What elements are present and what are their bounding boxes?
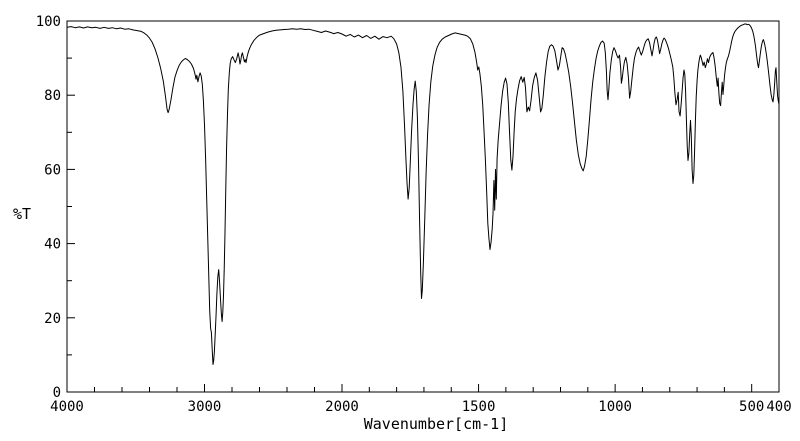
x-axis-title: Wavenumber[cm-1]: [363, 415, 509, 433]
y-tick-label: 100: [36, 14, 61, 30]
y-tick-label: 0: [53, 385, 61, 401]
y-tick-label: 80: [44, 88, 61, 104]
x-tick-label: 4000: [50, 399, 84, 415]
x-tick-label: 400: [766, 399, 791, 415]
x-tick-label: 500: [739, 399, 764, 415]
y-axis-title: %T: [13, 205, 32, 223]
x-tick-label: 1500: [462, 399, 496, 415]
plot-frame: [66, 20, 780, 393]
spectrum-curve: [66, 23, 780, 365]
y-tick-label: 60: [44, 162, 61, 178]
y-tick-label: 20: [44, 311, 61, 327]
y-tick-label: 40: [44, 237, 61, 253]
x-tick-label: 1000: [598, 399, 632, 415]
x-tick-label: 2000: [325, 399, 359, 415]
x-tick-label: 3000: [188, 399, 222, 415]
